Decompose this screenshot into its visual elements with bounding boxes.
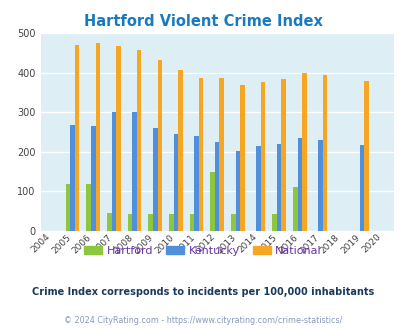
Bar: [239, 85, 244, 231]
Bar: [173, 134, 178, 231]
Bar: [219, 78, 224, 231]
Bar: [153, 128, 157, 231]
Bar: [95, 43, 100, 231]
Bar: [281, 79, 285, 231]
Text: © 2024 CityRating.com - https://www.cityrating.com/crime-statistics/: © 2024 CityRating.com - https://www.city…: [64, 315, 341, 325]
Bar: [136, 50, 141, 231]
Bar: [363, 81, 368, 231]
Bar: [66, 184, 70, 231]
Bar: [148, 214, 153, 231]
Bar: [91, 126, 95, 231]
Bar: [189, 214, 194, 231]
Bar: [210, 172, 214, 231]
Bar: [132, 112, 136, 231]
Bar: [70, 125, 75, 231]
Text: Crime Index corresponds to incidents per 100,000 inhabitants: Crime Index corresponds to incidents per…: [32, 287, 373, 297]
Bar: [111, 112, 116, 231]
Text: Hartford Violent Crime Index: Hartford Violent Crime Index: [83, 14, 322, 29]
Bar: [292, 187, 297, 231]
Bar: [235, 150, 239, 231]
Bar: [75, 45, 79, 231]
Bar: [256, 146, 260, 231]
Legend: Hartford, Kentucky, National: Hartford, Kentucky, National: [79, 241, 326, 260]
Bar: [359, 145, 363, 231]
Bar: [260, 82, 265, 231]
Bar: [157, 60, 162, 231]
Bar: [301, 73, 306, 231]
Bar: [272, 214, 276, 231]
Bar: [86, 184, 91, 231]
Bar: [214, 142, 219, 231]
Bar: [198, 78, 203, 231]
Bar: [318, 140, 322, 231]
Bar: [178, 70, 182, 231]
Bar: [128, 214, 132, 231]
Bar: [116, 46, 120, 231]
Bar: [322, 75, 326, 231]
Bar: [297, 138, 301, 231]
Bar: [230, 214, 235, 231]
Bar: [276, 144, 281, 231]
Bar: [194, 136, 198, 231]
Bar: [168, 214, 173, 231]
Bar: [107, 213, 111, 231]
